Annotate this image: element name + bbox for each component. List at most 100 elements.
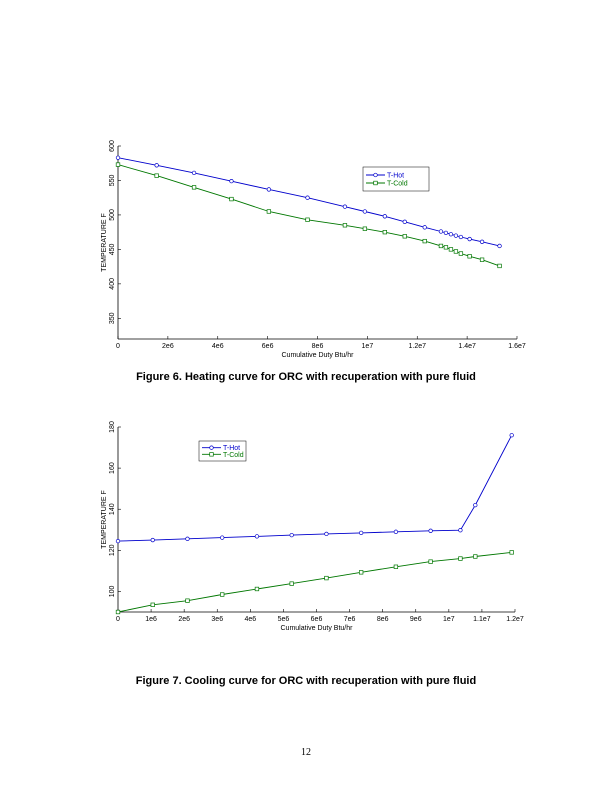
data-point-hot	[422, 225, 427, 230]
data-point-hot	[443, 230, 449, 236]
data-point-hot	[254, 534, 260, 539]
data-point-hot	[115, 538, 121, 544]
y-tick-label: 450	[109, 243, 116, 255]
series-line-t-cold	[117, 551, 512, 613]
x-tick-label: 8e6	[312, 343, 324, 350]
y-tick-label: 100	[109, 586, 116, 598]
chart-1: 0 2e6 4e6 6e6 8e6 1e7 1.2e7 1.4e7 1.6e7 350 400 450…	[101, 140, 526, 359]
data-point-hot	[458, 234, 464, 240]
data-point-cold	[458, 556, 463, 561]
data-point-hot	[185, 536, 190, 541]
data-point-cold	[467, 254, 472, 259]
y-axis-label: TEMPERATURE F	[101, 213, 108, 272]
x-tick-label: 9e6	[410, 616, 422, 623]
x-tick-label: 6e6	[311, 616, 323, 623]
data-point-cold	[266, 209, 272, 214]
data-point-hot	[289, 532, 294, 538]
x-tick-label: 1.4e7	[458, 343, 476, 350]
x-tick-label: 3e6	[211, 616, 223, 623]
data-point-hot	[150, 537, 155, 543]
figure-7-caption: Figure 7. Cooling curve for ORC with rec…	[135, 675, 477, 687]
data-point-cold	[497, 263, 502, 269]
y-tick-label: 600	[109, 140, 116, 152]
data-point-hot	[305, 195, 310, 200]
data-point-hot	[467, 236, 472, 242]
data-point-cold	[185, 598, 190, 603]
data-point-hot	[191, 170, 197, 176]
data-point-cold	[393, 564, 399, 569]
legend-label: T-Hot	[223, 445, 240, 452]
y-tick-label: 400	[109, 278, 116, 290]
y-tick-label: 500	[109, 209, 116, 221]
legend-label: T-Cold	[223, 452, 244, 459]
chart-2: 0 1e6 2e6 3e6 4e6 5e6 6e6 7e6 8e6 9e6 1e7 1.1e7 1.2e…	[101, 421, 524, 632]
page-number: 12	[301, 747, 311, 758]
data-point-hot	[324, 531, 329, 537]
data-point-cold	[479, 257, 485, 262]
data-point-hot	[342, 204, 348, 209]
x-tick-label: 4e6	[244, 616, 256, 623]
data-point-hot	[428, 528, 433, 533]
legend-label: T-Hot	[387, 173, 404, 180]
x-tick-label: 2e6	[178, 616, 190, 623]
legend-marker	[373, 172, 378, 178]
data-point-hot	[438, 229, 444, 234]
x-tick-label: 1e6	[145, 616, 157, 623]
legend-marker	[373, 180, 378, 186]
data-point-cold	[402, 234, 407, 239]
data-point-cold	[229, 196, 234, 202]
y-axis-label: TEMPERATURE F	[101, 490, 108, 549]
x-tick-label: 7e6	[344, 616, 356, 623]
x-tick-label: 5e6	[278, 616, 290, 623]
data-point-cold	[342, 223, 348, 228]
legend-marker	[209, 445, 214, 450]
legend-marker	[209, 452, 214, 457]
data-point-cold	[448, 247, 454, 252]
data-point-hot	[393, 529, 399, 534]
data-point-hot	[362, 209, 368, 214]
x-tick-label: 0	[116, 616, 120, 623]
data-point-cold	[289, 581, 294, 586]
data-point-hot	[458, 528, 463, 533]
legend-label: T-Cold	[387, 181, 408, 188]
data-point-cold	[453, 249, 459, 254]
data-point-hot	[479, 239, 485, 244]
legend-box	[362, 166, 430, 192]
data-point-cold	[458, 251, 464, 256]
y-tick-label: 120	[109, 544, 116, 556]
y-tick-label: 160	[109, 462, 116, 474]
y-tick-label: 350	[109, 312, 116, 324]
x-tick-label: 6e6	[262, 343, 274, 350]
data-point-hot	[220, 535, 225, 540]
x-tick-label: 0	[116, 343, 120, 350]
data-point-cold	[473, 554, 478, 559]
x-axis-label: Cumulative Duty Btu/hr	[282, 352, 355, 359]
y-tick-label: 140	[109, 503, 116, 515]
figure-6-caption: Figure 6. Heating curve for ORC with rec…	[136, 371, 476, 383]
data-point-cold	[324, 575, 329, 581]
data-point-hot	[154, 163, 159, 168]
x-tick-label: 1.2e7	[408, 343, 426, 350]
data-point-hot	[448, 232, 454, 237]
data-point-hot	[509, 433, 514, 438]
data-point-cold	[443, 245, 449, 250]
x-tick-label: 1.6e7	[508, 343, 526, 350]
data-point-cold	[359, 570, 364, 575]
x-tick-label: 1e7	[362, 343, 374, 350]
data-point-hot	[473, 502, 478, 508]
x-tick-label: 2e6	[162, 343, 174, 350]
data-point-cold	[254, 586, 260, 592]
data-point-cold	[438, 243, 444, 249]
x-tick-label: 8e6	[377, 616, 389, 623]
x-tick-label: 4e6	[212, 343, 224, 350]
data-point-hot	[115, 155, 121, 160]
data-point-cold	[115, 609, 121, 615]
data-point-hot	[359, 530, 364, 536]
x-axis-label: Cumulative Duty Btu/hr	[281, 625, 354, 632]
data-point-cold	[509, 550, 514, 555]
data-point-cold	[305, 217, 310, 222]
data-point-cold	[382, 230, 387, 235]
